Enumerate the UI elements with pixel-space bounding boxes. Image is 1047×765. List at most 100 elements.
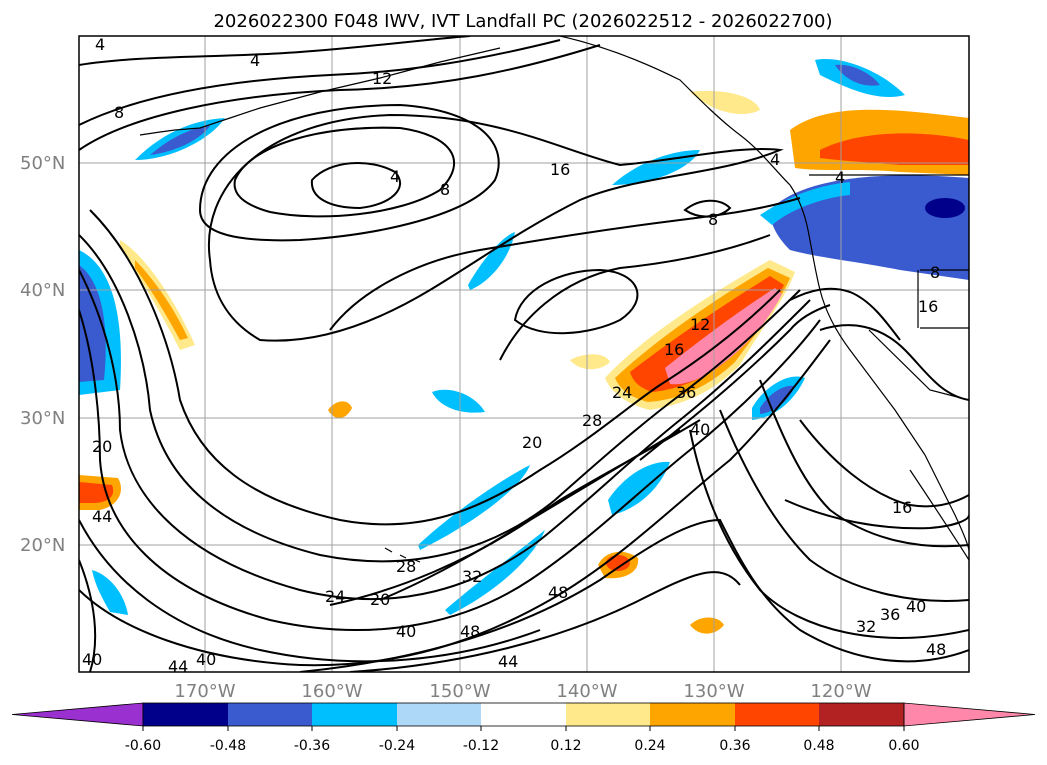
contour-40-b: [689, 429, 969, 639]
contour-label: 28: [396, 557, 416, 576]
colorbar-tick-label: 0.24: [634, 738, 665, 754]
contour-48-a: [299, 518, 969, 672]
lat-label: 40°N: [20, 280, 65, 301]
alaska-blue-core: [835, 64, 880, 86]
yellow-cell-center: [570, 354, 610, 370]
contour-label: 32: [462, 567, 482, 586]
colorbar-segment: [735, 703, 819, 726]
lon-label: 120°W: [810, 681, 871, 702]
low-ring-12: [198, 103, 500, 242]
lon-label: 130°W: [683, 681, 744, 702]
contour-28-a: [79, 269, 811, 601]
contour-label: 40: [82, 650, 102, 669]
contour-label: 48: [460, 622, 480, 641]
northeast-dark-core: [925, 198, 965, 218]
colorbar-segment: [397, 703, 481, 726]
contour-12-east: [499, 234, 771, 361]
colorbar-tick-label: 0.48: [803, 738, 834, 754]
lon-label: 150°W: [429, 681, 490, 702]
latitude-labels: 50°N 40°N 30°N 20°N: [20, 153, 65, 556]
colorbar-segment: [481, 703, 566, 726]
contour-20-south: [784, 499, 969, 530]
contour-mid-ring: [513, 268, 639, 335]
alaska-coast: [559, 36, 791, 186]
lon-label: 160°W: [301, 681, 362, 702]
contour-44-a: [79, 519, 541, 663]
contour-labels: 4 4 12 8 4 8 16 8 4 4 8 16 12 16 24 36 2…: [82, 36, 946, 676]
contour-label: 24: [325, 587, 345, 606]
contour-8-north: [79, 39, 561, 126]
hawaii-islands: [384, 547, 421, 563]
ivt-plume-red: [630, 276, 784, 392]
contour-coast-b: [819, 324, 969, 401]
west-orange-core: [135, 260, 188, 340]
subtropical-blue-band-b: [445, 530, 545, 615]
contour-24-a: [79, 234, 801, 563]
state-border-e: [868, 329, 969, 401]
contour-label: 16: [892, 498, 912, 517]
contour-label: 44: [498, 652, 518, 671]
northeast-red-band: [820, 133, 969, 165]
contour-44-b: [349, 571, 741, 672]
contour-label: 48: [548, 583, 568, 602]
contour-label: 36: [880, 605, 900, 624]
low-inner-4: [310, 162, 402, 210]
contour-4-north: [79, 36, 471, 66]
map-frame: [78, 35, 970, 673]
northeast-blue-region: [770, 175, 969, 280]
contour-36-b: [719, 409, 969, 602]
contour-label: 36: [676, 383, 696, 402]
colorbar-segment: [819, 703, 904, 726]
colorbar-tick-label: -0.12: [463, 738, 499, 754]
northeast-lightblue-edge: [760, 182, 850, 225]
contour-label: 16: [918, 297, 938, 316]
colorbar-tick-label: -0.24: [379, 738, 415, 754]
colorbar-tick-label: 0.36: [719, 738, 750, 754]
west-blue-core: [79, 265, 106, 382]
contour-label: 8: [440, 180, 450, 199]
contour-label: 40: [196, 650, 216, 669]
contour-16-south: [799, 419, 969, 508]
lat-label: 30°N: [20, 408, 65, 429]
contour-8-east: [683, 199, 732, 218]
baja-coast: [924, 454, 969, 551]
contour-label: 20: [522, 433, 542, 452]
contour-sw-loop: [79, 559, 97, 672]
colorbar-tick-label: -0.48: [210, 738, 246, 754]
coastlines: [139, 36, 969, 563]
sw-blue-streak: [92, 570, 128, 615]
contour-label: 32: [856, 617, 876, 636]
ivt-plume-core: [665, 288, 782, 385]
central-blue-patch: [432, 389, 485, 413]
contour-20-a: [89, 209, 781, 526]
lat-label: 50°N: [20, 153, 65, 174]
colorbar-segment: [650, 703, 735, 726]
contour-label: 48: [926, 640, 946, 659]
coastal-blue-core: [760, 385, 795, 414]
lon-label: 140°W: [556, 681, 617, 702]
colorbar-tick-label: -0.36: [294, 738, 330, 754]
contour-label: 24: [612, 383, 632, 402]
contour-label: 20: [370, 590, 390, 609]
colorbar-segment: [228, 703, 312, 726]
contour-label: 12: [372, 69, 392, 88]
graticule: [79, 36, 969, 672]
colorbar-tick-label: -0.60: [125, 738, 161, 754]
contour-label: 4: [835, 168, 845, 187]
mexico-coast: [909, 469, 969, 561]
northeast-yellow-patch: [690, 90, 760, 115]
colorbar-segment: [566, 703, 650, 726]
contour-label: 4: [770, 150, 780, 169]
colorbar-tick-label: 0.60: [888, 738, 919, 754]
shading-layer: [79, 59, 969, 634]
lat-label: 20°N: [20, 535, 65, 556]
colorbar-extend-high: [903, 702, 1036, 727]
contour-label: 44: [168, 657, 188, 676]
colorbar-frame: [142, 702, 905, 727]
contour-label: 40: [906, 597, 926, 616]
contour-label: 40: [690, 420, 710, 439]
contour-coast-a: [789, 287, 901, 341]
contour-label: 4: [390, 167, 400, 186]
contour-16-inner: [329, 197, 801, 331]
